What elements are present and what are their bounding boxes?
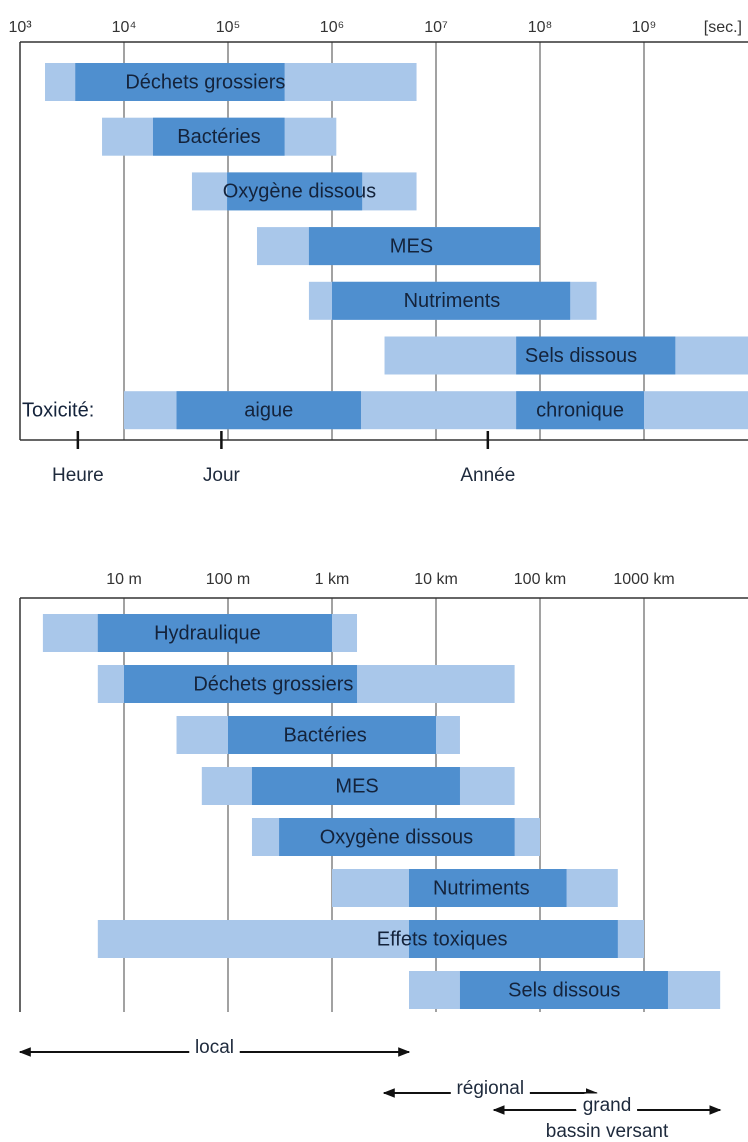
bar-label: Bactéries: [283, 724, 366, 746]
bar-label: Déchets grossiers: [125, 71, 285, 93]
span-label: grand: [583, 1095, 632, 1116]
core-bar: [279, 818, 515, 856]
row-label: Toxicité:: [22, 399, 94, 421]
x-tick-label: 1000 km: [613, 571, 674, 588]
bar-label: chronique: [536, 399, 624, 421]
bar-label: Sels dissous: [525, 345, 637, 367]
core-bar: [227, 172, 363, 211]
x-tick-label: 10⁷: [424, 19, 448, 36]
x-tick-label: 10⁸: [528, 19, 553, 36]
span-label: bassin versant: [546, 1121, 669, 1142]
core-bar: [97, 614, 332, 652]
core-bar: [516, 391, 644, 430]
bar-label: Bactéries: [177, 126, 260, 148]
bar-label: MES: [335, 775, 378, 797]
x-tick-label: 10 m: [106, 571, 142, 588]
marker-label: Heure: [52, 465, 104, 486]
core-bar: [124, 665, 358, 703]
x-tick-label: 1 km: [315, 571, 350, 588]
core-bar: [408, 869, 567, 907]
bar-label: Sels dissous: [508, 979, 620, 1001]
core-bar: [308, 227, 540, 266]
x-tick-label: 100 km: [514, 571, 566, 588]
marker-label: Jour: [203, 465, 241, 486]
core-bar: [332, 281, 571, 320]
bar-label: Hydraulique: [154, 622, 261, 644]
x-tick-label: 10⁶: [320, 19, 344, 36]
marker-label: Année: [460, 465, 515, 486]
x-tick-label: 10⁴: [112, 19, 137, 36]
x-tick-label: 10⁹: [632, 19, 657, 36]
bar-label: Oxygène dissous: [223, 181, 376, 203]
x-tick-label: 10⁵: [216, 19, 240, 36]
core-bar: [251, 767, 460, 805]
bar-label: Nutriments: [404, 290, 501, 312]
core-bar: [408, 920, 618, 958]
bar-label: Oxygène dissous: [320, 826, 473, 848]
core-bar: [75, 63, 285, 101]
bar-label: Nutriments: [433, 877, 530, 899]
span-label: régional: [456, 1078, 524, 1099]
x-unit: [sec.]: [704, 19, 742, 36]
core-bar: [459, 971, 668, 1009]
bar-label: MES: [390, 235, 433, 257]
core-bar: [228, 716, 436, 754]
core-bar: [516, 336, 676, 375]
bar-label: Déchets grossiers: [193, 673, 353, 695]
span-label: local: [195, 1037, 234, 1058]
core-bar: [152, 117, 285, 156]
x-tick-label: 100 m: [206, 571, 250, 588]
x-tick-label: 10 km: [414, 571, 458, 588]
bar-label: aigue: [244, 399, 293, 421]
core-bar: [176, 391, 361, 430]
bar-label: Effets toxiques: [377, 928, 508, 950]
x-tick-label: 10³: [8, 19, 32, 36]
